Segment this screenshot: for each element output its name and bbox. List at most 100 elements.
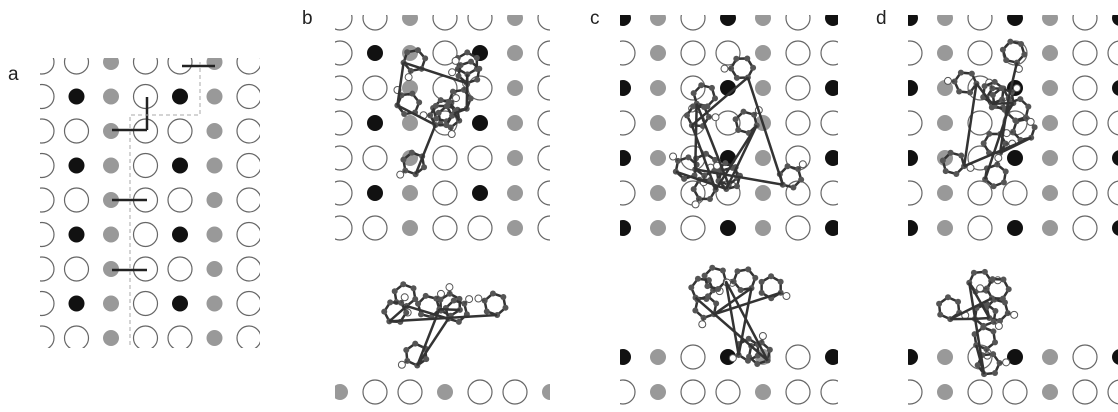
open-atom: [611, 41, 635, 65]
gray-atom: [937, 384, 953, 400]
dark-atom: [825, 349, 841, 365]
gray-atom: [1042, 10, 1058, 26]
gray-atom: [207, 330, 223, 346]
carbon: [969, 71, 975, 77]
gray-atom: [650, 384, 666, 400]
carbon: [734, 268, 740, 274]
carbon: [992, 79, 998, 85]
dark-atom: [172, 89, 188, 105]
gray-atom: [755, 150, 771, 166]
carbon: [436, 110, 442, 116]
open-atom: [1003, 380, 1027, 404]
open-atom: [538, 76, 562, 100]
dark-atom: [1112, 349, 1118, 365]
carbon: [785, 163, 791, 169]
open-atom: [237, 50, 261, 74]
carbon: [943, 168, 949, 174]
open-atom: [65, 188, 89, 212]
open-atom: [786, 111, 810, 135]
hydrogen: [398, 361, 405, 368]
gray-atom: [937, 349, 953, 365]
open-atom: [821, 111, 845, 135]
gray-atom: [1042, 80, 1058, 96]
carbon: [1006, 286, 1012, 292]
open-atom: [821, 41, 845, 65]
open-atom: [611, 380, 635, 404]
overlay: [112, 62, 215, 345]
dark-atom: [615, 80, 631, 96]
carbon: [474, 55, 480, 61]
open-atom: [1073, 6, 1097, 30]
hydrogen: [1003, 359, 1010, 366]
carbon: [798, 177, 804, 183]
carbon: [958, 153, 964, 159]
panel-label: c: [590, 8, 600, 29]
gray-atom: [207, 54, 223, 70]
open-atom: [611, 181, 635, 205]
gray-atom: [402, 115, 418, 131]
open-atom: [30, 119, 54, 143]
carbon: [1018, 41, 1024, 47]
open-atom: [538, 216, 562, 240]
carbon: [940, 158, 946, 164]
open-atom: [65, 326, 89, 350]
open-atom: [328, 6, 352, 30]
carbon: [707, 196, 713, 202]
open-atom: [30, 257, 54, 281]
carbon: [684, 112, 690, 118]
carbon: [986, 131, 992, 137]
open-atom: [898, 41, 922, 65]
dark-atom: [902, 349, 918, 365]
gray-atom: [507, 220, 523, 236]
open-atom: [237, 85, 261, 109]
gray-atom: [937, 10, 953, 26]
open-atom: [134, 223, 158, 247]
carbon: [745, 358, 751, 364]
hydrogen: [437, 290, 444, 297]
dark-atom: [69, 227, 85, 243]
open-atom: [503, 380, 527, 404]
hydrogen: [475, 295, 482, 302]
open-atom: [468, 146, 492, 170]
dark-atom: [1007, 150, 1023, 166]
hydrogen: [721, 65, 728, 72]
hydrogen: [448, 131, 455, 138]
carbon: [456, 319, 462, 325]
carbon: [685, 154, 691, 160]
bond: [439, 309, 460, 310]
gray-atom: [507, 10, 523, 26]
hydrogen: [1027, 118, 1034, 125]
hydrogen: [692, 201, 699, 208]
carbon: [443, 122, 449, 128]
molecule: [381, 281, 508, 368]
open-atom: [363, 146, 387, 170]
carbon: [490, 290, 496, 296]
hydrogen: [401, 294, 408, 301]
carbon: [990, 351, 996, 357]
gray-atom: [207, 296, 223, 312]
carbon: [690, 103, 696, 109]
carbon: [502, 305, 508, 311]
ring: [384, 302, 406, 322]
open-atom: [786, 216, 810, 240]
carbon: [404, 49, 410, 55]
carbon: [416, 99, 422, 105]
dark-atom: [367, 45, 383, 61]
dark-atom: [472, 115, 488, 131]
carbon: [400, 281, 406, 287]
dark-atom: [615, 349, 631, 365]
open-atom: [898, 181, 922, 205]
carbon: [967, 90, 973, 96]
gray-atom: [1042, 384, 1058, 400]
atom-grid: [611, 6, 845, 240]
open-atom: [968, 41, 992, 65]
open-atom: [786, 181, 810, 205]
open-atom: [328, 216, 352, 240]
carbon: [750, 65, 756, 71]
carbon: [392, 288, 398, 294]
carbon: [745, 266, 751, 272]
open-atom: [968, 181, 992, 205]
open-atom: [328, 111, 352, 135]
open-atom: [237, 326, 261, 350]
gray-atom: [1042, 115, 1058, 131]
